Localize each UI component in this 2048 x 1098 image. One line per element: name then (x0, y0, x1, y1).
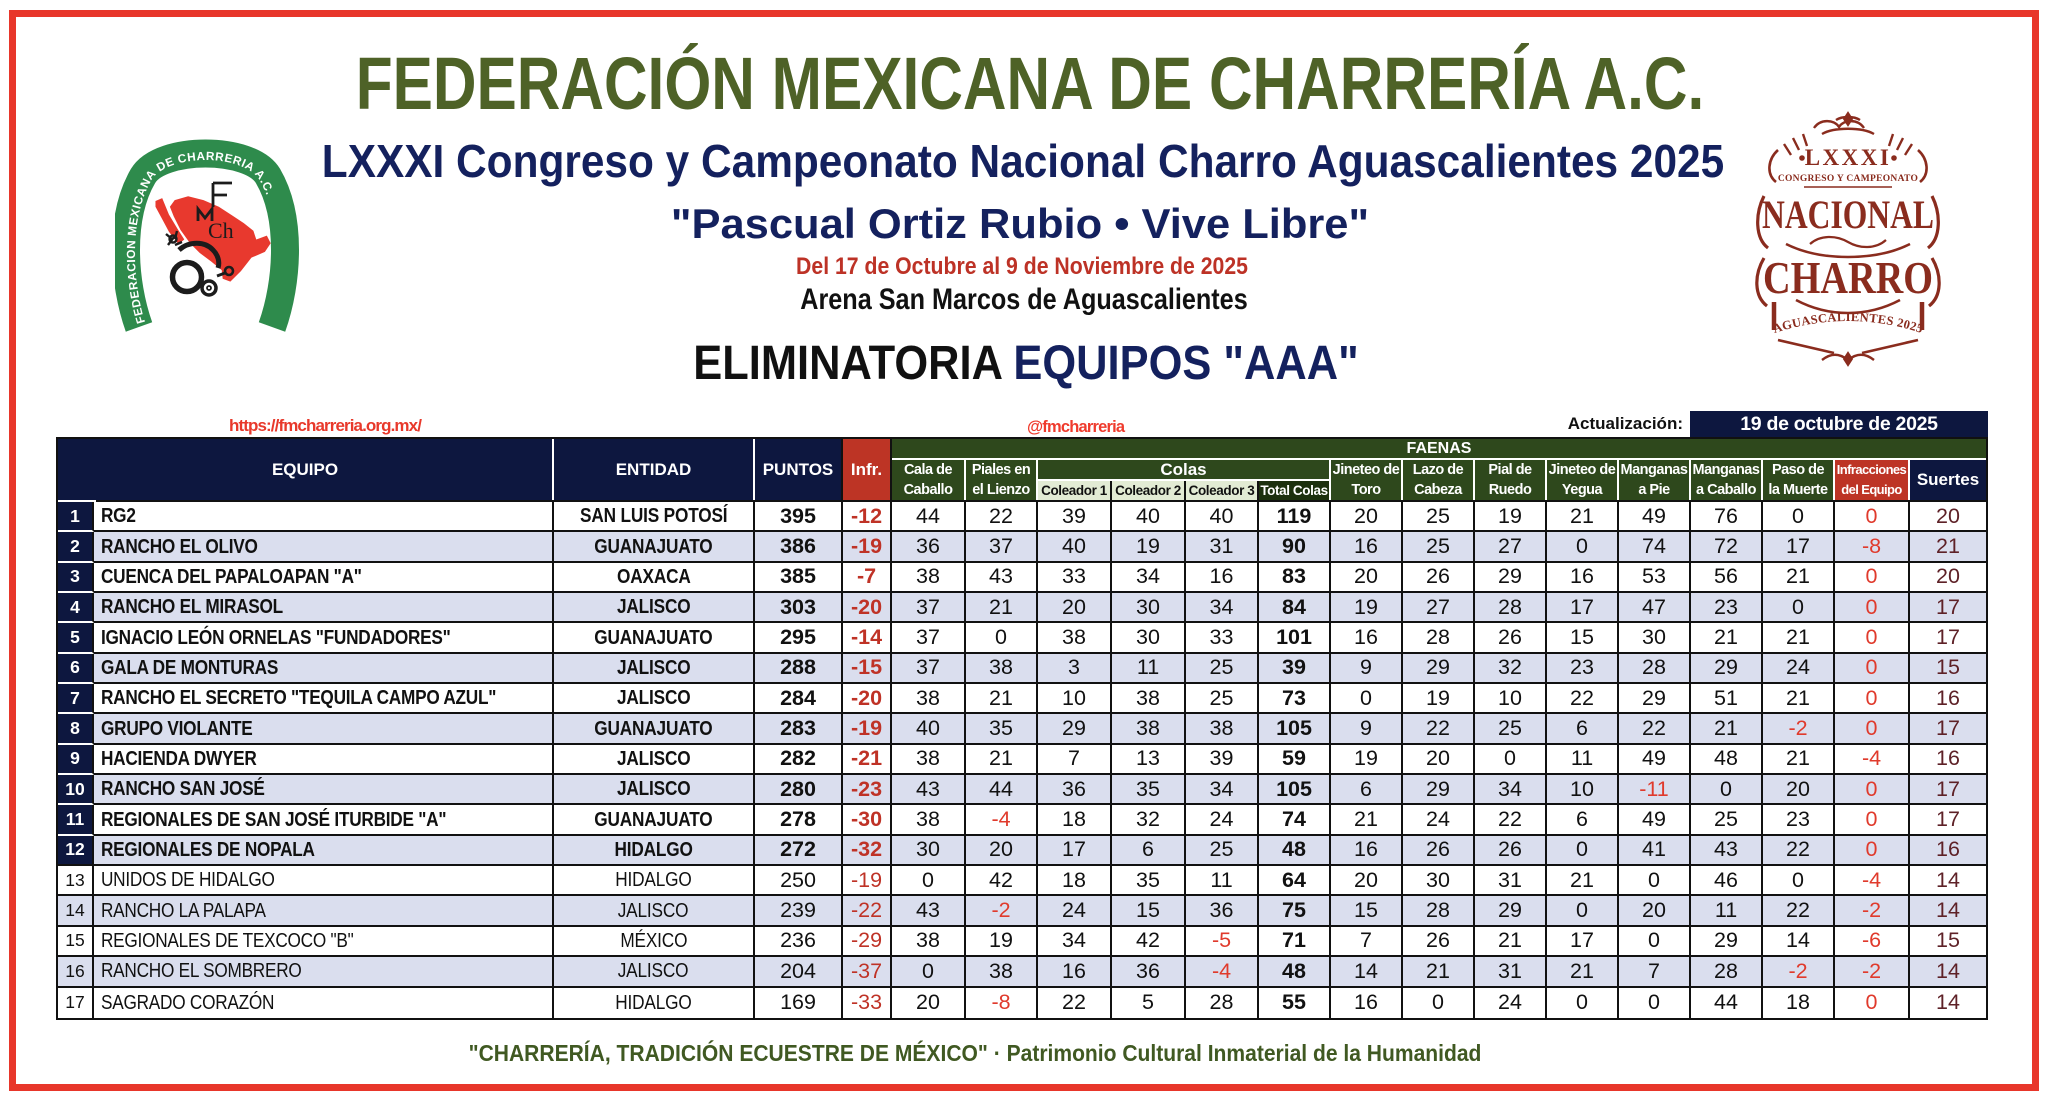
svg-text:NACIONAL: NACIONAL (1762, 192, 1934, 237)
svg-text:Ch: Ch (208, 218, 234, 243)
svg-text:LXXXI: LXXXI (1805, 145, 1892, 170)
svg-text:AGUASCALIENTES 2025: AGUASCALIENTES 2025 (1771, 310, 1925, 336)
svg-text:CONGRESO Y CAMPEONATO: CONGRESO Y CAMPEONATO (1778, 174, 1918, 184)
svg-text:CHARRO: CHARRO (1763, 252, 1933, 303)
